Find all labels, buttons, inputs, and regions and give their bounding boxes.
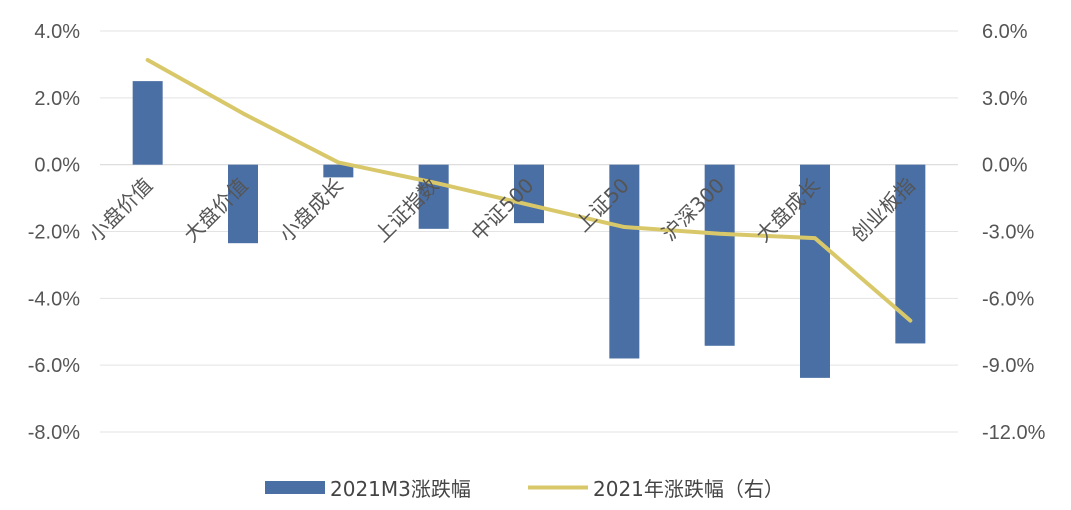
bar bbox=[418, 164, 449, 229]
bar bbox=[323, 164, 354, 178]
bar bbox=[704, 164, 735, 346]
bar bbox=[609, 164, 640, 359]
line-series bbox=[145, 57, 913, 323]
left-tick-label: -6.0% bbox=[28, 355, 80, 377]
left-tick-label: -2.0% bbox=[28, 222, 80, 244]
right-tick-label: -9.0% bbox=[982, 355, 1034, 377]
legend-line-label: 2021年涨跌幅（右） bbox=[593, 477, 784, 501]
right-tick-label: 0.0% bbox=[982, 155, 1028, 177]
right-tick-label: -12.0% bbox=[982, 422, 1046, 444]
left-tick-label: 4.0% bbox=[34, 21, 80, 43]
category-label: 小盘成长 bbox=[274, 173, 348, 247]
right-tick-label: -3.0% bbox=[982, 222, 1034, 244]
category-label: 小盘价值 bbox=[84, 173, 158, 247]
left-tick-label: -4.0% bbox=[28, 288, 80, 310]
right-tick-label: -6.0% bbox=[982, 288, 1034, 310]
bar bbox=[800, 164, 830, 378]
legend-bar-swatch bbox=[265, 481, 325, 494]
bar bbox=[514, 164, 544, 224]
right-tick-label: 6.0% bbox=[982, 21, 1028, 43]
legend-bar-label: 2021M3涨跌幅 bbox=[330, 477, 471, 501]
bar bbox=[132, 81, 163, 165]
right-axis-ticks: 6.0% 3.0% 0.0% -3.0% -6.0% -9.0% -12.0% bbox=[982, 21, 1046, 444]
bar-series bbox=[132, 81, 926, 378]
right-tick-label: 3.0% bbox=[982, 88, 1028, 110]
left-tick-label: 2.0% bbox=[34, 88, 80, 110]
bar bbox=[228, 164, 258, 244]
legend: 2021M3涨跌幅 2021年涨跌幅（右） bbox=[265, 477, 784, 501]
left-axis-ticks: 4.0% 2.0% 0.0% -2.0% -4.0% -6.0% -8.0% bbox=[28, 21, 80, 444]
left-tick-label: -8.0% bbox=[28, 422, 80, 444]
left-tick-label: 0.0% bbox=[34, 155, 80, 177]
